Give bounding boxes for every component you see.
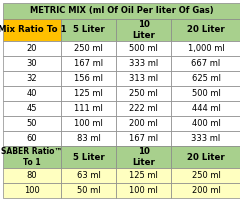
Text: 60: 60 (27, 134, 37, 143)
Text: 50: 50 (27, 119, 37, 128)
Text: 222 ml: 222 ml (129, 104, 158, 113)
Text: 250 ml: 250 ml (129, 89, 158, 98)
Bar (61, 168, 116, 183)
Bar (171, 101, 240, 116)
Text: 100 ml: 100 ml (74, 119, 103, 128)
Text: 444 ml: 444 ml (192, 104, 220, 113)
Text: 200 ml: 200 ml (129, 119, 158, 128)
Text: 500 ml: 500 ml (129, 44, 158, 53)
Bar (3, 183, 61, 198)
Text: 80: 80 (27, 171, 37, 180)
Text: SABER Ratio™
To 1: SABER Ratio™ To 1 (1, 147, 63, 167)
Text: Mix Ratio To 1: Mix Ratio To 1 (0, 25, 66, 34)
Text: 30: 30 (27, 59, 37, 68)
Text: 250 ml: 250 ml (192, 171, 220, 180)
Text: 100: 100 (24, 186, 40, 195)
Bar (3, 101, 61, 116)
Bar (61, 41, 116, 56)
Text: 667 ml: 667 ml (191, 59, 221, 68)
Bar (3, 131, 61, 146)
Text: 10
Liter: 10 Liter (132, 20, 155, 40)
Text: 167 ml: 167 ml (129, 134, 158, 143)
Text: 50 ml: 50 ml (77, 186, 100, 195)
Text: 125 ml: 125 ml (74, 89, 103, 98)
Bar (171, 183, 240, 198)
Bar (61, 146, 116, 168)
Bar (61, 101, 116, 116)
Bar (116, 116, 171, 131)
Text: 20: 20 (27, 44, 37, 53)
Bar (116, 146, 171, 168)
Bar (61, 19, 116, 41)
Text: 83 ml: 83 ml (77, 134, 100, 143)
Bar (116, 71, 171, 86)
Bar (3, 71, 61, 86)
Bar (61, 86, 116, 101)
Bar (3, 86, 61, 101)
Bar (3, 19, 61, 41)
Bar (171, 131, 240, 146)
Bar (171, 41, 240, 56)
Bar (3, 41, 61, 56)
Text: 167 ml: 167 ml (74, 59, 103, 68)
Text: 63 ml: 63 ml (77, 171, 100, 180)
Text: 313 ml: 313 ml (129, 74, 158, 83)
Bar (171, 168, 240, 183)
Text: 500 ml: 500 ml (192, 89, 220, 98)
Text: 20 Liter: 20 Liter (187, 152, 225, 161)
Bar (3, 146, 61, 168)
Text: 156 ml: 156 ml (74, 74, 103, 83)
Text: 333 ml: 333 ml (129, 59, 158, 68)
Bar (116, 131, 171, 146)
Bar (61, 183, 116, 198)
Bar (3, 116, 61, 131)
Text: 5 Liter: 5 Liter (73, 25, 104, 34)
Bar (171, 19, 240, 41)
Bar (171, 71, 240, 86)
Bar (116, 101, 171, 116)
Text: 5 Liter: 5 Liter (73, 152, 104, 161)
Text: 200 ml: 200 ml (192, 186, 220, 195)
Text: METRIC MIX (ml Of Oil Per liter Of Gas): METRIC MIX (ml Of Oil Per liter Of Gas) (30, 7, 214, 16)
Text: 400 ml: 400 ml (192, 119, 220, 128)
Bar (3, 3, 240, 19)
Text: 125 ml: 125 ml (129, 171, 158, 180)
Bar (61, 71, 116, 86)
Bar (116, 56, 171, 71)
Text: 100 ml: 100 ml (129, 186, 158, 195)
Text: 250 ml: 250 ml (74, 44, 103, 53)
Bar (116, 19, 171, 41)
Bar (171, 86, 240, 101)
Text: 1,000 ml: 1,000 ml (188, 44, 224, 53)
Bar (116, 86, 171, 101)
Bar (3, 56, 61, 71)
Text: 111 ml: 111 ml (74, 104, 103, 113)
Text: 20 Liter: 20 Liter (187, 25, 225, 34)
Bar (116, 183, 171, 198)
Text: 32: 32 (27, 74, 37, 83)
Bar (3, 168, 61, 183)
Text: 625 ml: 625 ml (192, 74, 221, 83)
Bar (171, 146, 240, 168)
Text: 10
Liter: 10 Liter (132, 147, 155, 167)
Bar (171, 116, 240, 131)
Text: 333 ml: 333 ml (191, 134, 221, 143)
Text: 40: 40 (27, 89, 37, 98)
Bar (61, 56, 116, 71)
Bar (116, 41, 171, 56)
Bar (61, 131, 116, 146)
Bar (116, 168, 171, 183)
Bar (61, 116, 116, 131)
Bar (171, 56, 240, 71)
Text: 45: 45 (27, 104, 37, 113)
